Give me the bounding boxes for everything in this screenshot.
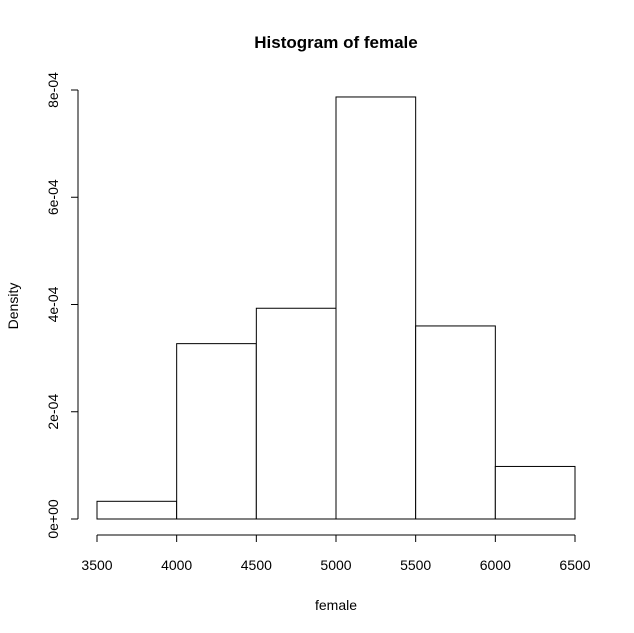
histogram-bar-5 bbox=[494, 465, 576, 520]
x-tick-label-0: 3500 bbox=[81, 557, 112, 573]
chart-title: Histogram of female bbox=[254, 33, 417, 52]
bars-group bbox=[96, 96, 576, 520]
x-tick-label-4: 5500 bbox=[400, 557, 431, 573]
histogram-bar-3 bbox=[335, 96, 417, 520]
histogram-bar-2 bbox=[255, 307, 337, 520]
x-tick-label-2: 4500 bbox=[241, 557, 272, 573]
y-axis: 0e+00 2e-04 4e-04 6e-04 8e-04 bbox=[45, 72, 79, 539]
y-tick-label-3: 6e-04 bbox=[45, 179, 61, 215]
x-tick-label-5: 6000 bbox=[480, 557, 511, 573]
histogram-bar-0 bbox=[96, 500, 178, 520]
y-tick-label-2: 4e-04 bbox=[45, 286, 61, 322]
x-tick-label-6: 6500 bbox=[559, 557, 590, 573]
x-tick-label-1: 4000 bbox=[161, 557, 192, 573]
histogram-bar-4 bbox=[415, 325, 496, 520]
x-axis-label: female bbox=[315, 597, 357, 613]
x-tick-label-3: 5000 bbox=[320, 557, 351, 573]
y-tick-label-1: 2e-04 bbox=[45, 394, 61, 430]
y-tick-label-0: 0e+00 bbox=[45, 499, 61, 539]
y-tick-label-4: 8e-04 bbox=[45, 72, 61, 108]
x-axis: 3500 4000 4500 5000 5500 6000 6500 bbox=[81, 534, 591, 573]
histogram-bar-1 bbox=[176, 343, 257, 520]
y-axis-label: Density bbox=[5, 283, 21, 330]
